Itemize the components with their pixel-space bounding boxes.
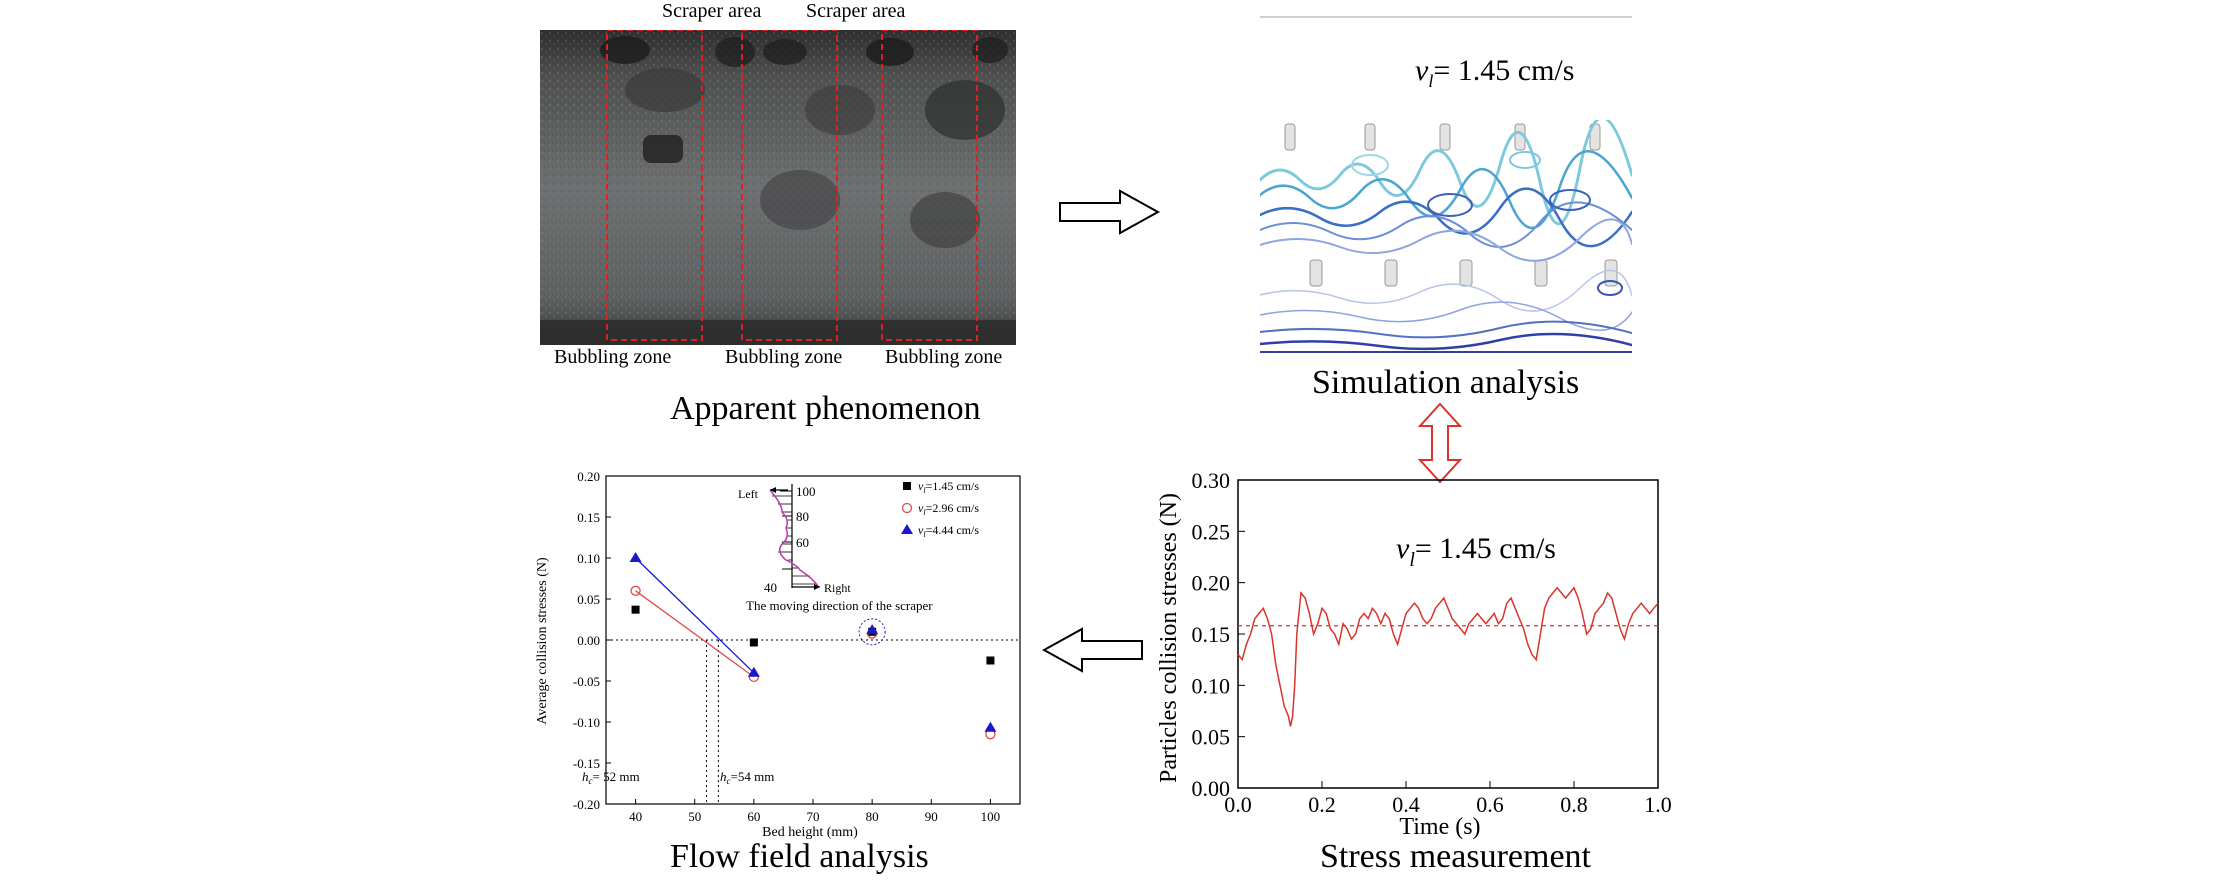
- stress-y-tick-label: 0.30: [1192, 470, 1231, 493]
- stress-x-tick-label: 1.0: [1644, 792, 1672, 817]
- arrow-right-icon: [1059, 189, 1161, 235]
- flow-chart: 0.20 0.15 0.10 0.05 0.00 -0.05 -0.10 -0.15 -0.20…: [535, 469, 1021, 840]
- flow-y-tick-label: -0.05: [573, 674, 600, 689]
- flow-data-point: [866, 624, 879, 635]
- stress-x-tick-label: 0.8: [1560, 792, 1588, 817]
- flow-y-tick-label: 0.15: [577, 510, 600, 525]
- stress-axes: 0.00 0.05 0.10 0.15 0.20 0.25 0.30 0.0 0.2 0.4 0.6…: [1192, 470, 1672, 817]
- flow-x-tick-label: 100: [981, 809, 1001, 824]
- scraper-area-label-1: Scraper area: [662, 0, 762, 22]
- phenomenon-panel: Scraper area Scraper area: [520, 0, 1040, 420]
- stress-series-line: [1237, 586, 1659, 727]
- flow-x-tick-label: 90: [925, 809, 938, 824]
- inset-right-label: Right: [824, 581, 851, 595]
- inset-tick-80: 80: [796, 509, 809, 524]
- flow-legend-marker: [901, 524, 913, 534]
- flow-y-tick-label: -0.10: [573, 715, 600, 730]
- stress-velocity: vl= 1.45 cm/s: [1396, 532, 1556, 571]
- flow-y-tick-label: 0.20: [577, 469, 600, 484]
- flow-y-tick-label: 0.05: [577, 592, 600, 607]
- flow-x-tick-label: 60: [747, 809, 760, 824]
- stress-x-tick-label: 0.0: [1224, 792, 1252, 817]
- flow-data-point: [749, 638, 758, 647]
- stress-plot-frame: [1237, 479, 1659, 789]
- simulation-top-rule: [1260, 16, 1632, 18]
- arrow-left-icon: [1042, 627, 1143, 673]
- flow-legend-marker: [903, 482, 911, 490]
- stress-y-tick-label: 0.05: [1192, 725, 1231, 750]
- bed-photo: [540, 30, 1016, 345]
- flow-fit-line: [635, 590, 755, 678]
- inset-tick-40: 40: [764, 580, 777, 595]
- flow-caption: Flow field analysis: [670, 838, 929, 875]
- scraper-area-label-2: Scraper area: [806, 0, 906, 22]
- flow-legend-label: vl=1.45 cm/s: [918, 479, 979, 495]
- double-arrow-icon: [1417, 402, 1463, 484]
- inset-tick-100: 100: [796, 484, 816, 499]
- stress-y-label: Particles collision stresses (N): [1156, 493, 1182, 783]
- flow-x-tick-label: 40: [629, 809, 642, 824]
- flow-y-label: Average collision stresses (N): [535, 557, 550, 725]
- flow-legend: vl=1.45 cm/s vl=2.96 cm/s vl=4.44 cm/s: [901, 479, 979, 539]
- flow-legend-label: vl=4.44 cm/s: [918, 523, 979, 539]
- flow-data-point: [631, 605, 640, 614]
- phenomenon-caption: Apparent phenomenon: [670, 390, 981, 427]
- stress-y-tick-label: 0.15: [1192, 622, 1231, 647]
- flow-x-tick-label: 50: [688, 809, 701, 824]
- flow-y-tick-label: 0.10: [577, 551, 600, 566]
- flow-data-point: [629, 552, 642, 562]
- arrow-left-block: [1042, 627, 1143, 673]
- simulation-panel: vl= 1.45 cm/s: [1255, 0, 1655, 420]
- flow-y-tick-label: -0.20: [573, 797, 600, 812]
- stress-x-label: Time (s): [1399, 814, 1480, 840]
- stress-y-tick-label: 0.00: [1192, 776, 1231, 801]
- stress-x-tick-label: 0.6: [1476, 792, 1504, 817]
- stress-x-tick-label: 0.2: [1308, 792, 1336, 817]
- arrow-right-block: [1059, 189, 1161, 235]
- flow-data-point: [630, 585, 641, 596]
- stress-chart: 0.00 0.05 0.10 0.15 0.20 0.25 0.30 0.0 0.2 0.4 0.6…: [1156, 470, 1672, 840]
- stress-y-tick-label: 0.20: [1192, 571, 1231, 596]
- stress-caption: Stress measurement: [1320, 838, 1591, 875]
- flow-y-tick-label: 0.00: [577, 633, 600, 648]
- stress-y-tick-label: 0.10: [1192, 673, 1231, 698]
- bubbling-zone-label-2: Bubbling zone: [725, 346, 843, 368]
- flow-y-tick-label: -0.15: [573, 756, 600, 771]
- flow-legend-label: vl=2.96 cm/s: [918, 501, 979, 517]
- stress-y-tick-label: 0.25: [1192, 519, 1231, 544]
- bubbling-zone-label-1: Bubbling zone: [554, 346, 672, 368]
- hc-annotation-52: hc= 52 mm: [582, 769, 640, 786]
- arrow-double-red-block: [1417, 402, 1463, 484]
- flow-x-tick-label: 80: [866, 809, 879, 824]
- simulation-velocity: vl= 1.45 cm/s: [1415, 54, 1575, 91]
- inset-moving-direction: The moving direction of the scraper: [746, 598, 933, 613]
- flow-x-tick-label: 70: [807, 809, 820, 824]
- flow-fit-line: [635, 557, 755, 674]
- flow-data-point: [984, 721, 997, 732]
- flow-legend-marker: [901, 502, 913, 514]
- hc-annotation-54: hc=54 mm: [720, 769, 774, 786]
- stress-x-tick-label: 0.4: [1392, 792, 1420, 817]
- inset-left-label: Left: [738, 487, 759, 501]
- simulation-caption: Simulation analysis: [1312, 364, 1580, 401]
- flow-highlight-circle: [858, 618, 886, 646]
- scraper-inset: Left Right 100 80 60 40 The moving direc…: [738, 484, 933, 613]
- bubbling-zone-label-3: Bubbling zone: [885, 346, 1003, 368]
- inset-tick-60: 60: [796, 535, 809, 550]
- flow-plot: [629, 552, 997, 740]
- flow-x-label: Bed height (mm): [762, 825, 858, 840]
- flow-data-point: [986, 656, 995, 665]
- flow-data-point: [747, 666, 760, 677]
- streamline-field: [1260, 120, 1632, 355]
- flow-axes: 0.20 0.15 0.10 0.05 0.00 -0.05 -0.10 -0.15 -0.20…: [573, 469, 1021, 824]
